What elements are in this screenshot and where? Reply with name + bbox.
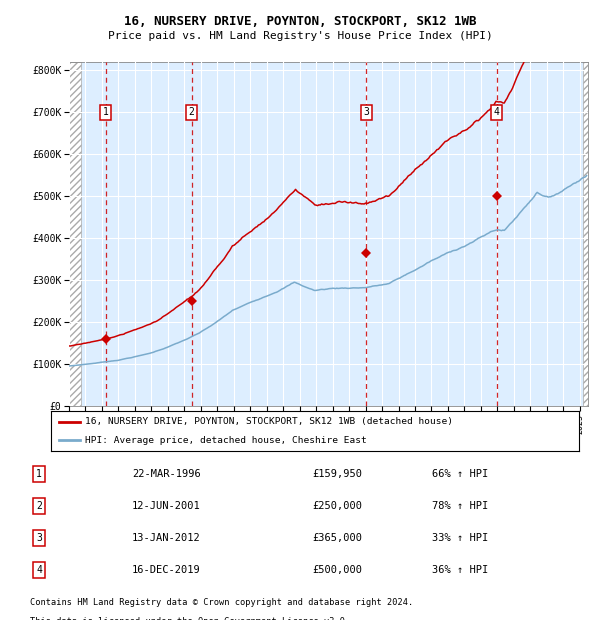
Text: This data is licensed under the Open Government Licence v3.0.: This data is licensed under the Open Gov… xyxy=(30,617,350,620)
Text: 13-JAN-2012: 13-JAN-2012 xyxy=(132,533,201,543)
Text: 36% ↑ HPI: 36% ↑ HPI xyxy=(432,565,488,575)
Text: 1: 1 xyxy=(36,469,42,479)
Text: 4: 4 xyxy=(494,107,500,117)
Text: 33% ↑ HPI: 33% ↑ HPI xyxy=(432,533,488,543)
Text: 16, NURSERY DRIVE, POYNTON, STOCKPORT, SK12 1WB: 16, NURSERY DRIVE, POYNTON, STOCKPORT, S… xyxy=(124,16,476,28)
Text: 78% ↑ HPI: 78% ↑ HPI xyxy=(432,501,488,511)
Text: 3: 3 xyxy=(363,107,369,117)
Text: 22-MAR-1996: 22-MAR-1996 xyxy=(132,469,201,479)
Text: 16, NURSERY DRIVE, POYNTON, STOCKPORT, SK12 1WB (detached house): 16, NURSERY DRIVE, POYNTON, STOCKPORT, S… xyxy=(85,417,454,427)
Text: 4: 4 xyxy=(36,565,42,575)
Text: 3: 3 xyxy=(36,533,42,543)
Text: Contains HM Land Registry data © Crown copyright and database right 2024.: Contains HM Land Registry data © Crown c… xyxy=(30,598,413,607)
Text: £250,000: £250,000 xyxy=(312,501,362,511)
Text: 1: 1 xyxy=(103,107,109,117)
Text: 16-DEC-2019: 16-DEC-2019 xyxy=(132,565,201,575)
Text: 66% ↑ HPI: 66% ↑ HPI xyxy=(432,469,488,479)
Text: Price paid vs. HM Land Registry's House Price Index (HPI): Price paid vs. HM Land Registry's House … xyxy=(107,31,493,41)
Text: 12-JUN-2001: 12-JUN-2001 xyxy=(132,501,201,511)
Text: £500,000: £500,000 xyxy=(312,565,362,575)
Text: 2: 2 xyxy=(36,501,42,511)
Text: HPI: Average price, detached house, Cheshire East: HPI: Average price, detached house, Ches… xyxy=(85,436,367,445)
Text: £365,000: £365,000 xyxy=(312,533,362,543)
Text: £159,950: £159,950 xyxy=(312,469,362,479)
Text: 2: 2 xyxy=(188,107,194,117)
